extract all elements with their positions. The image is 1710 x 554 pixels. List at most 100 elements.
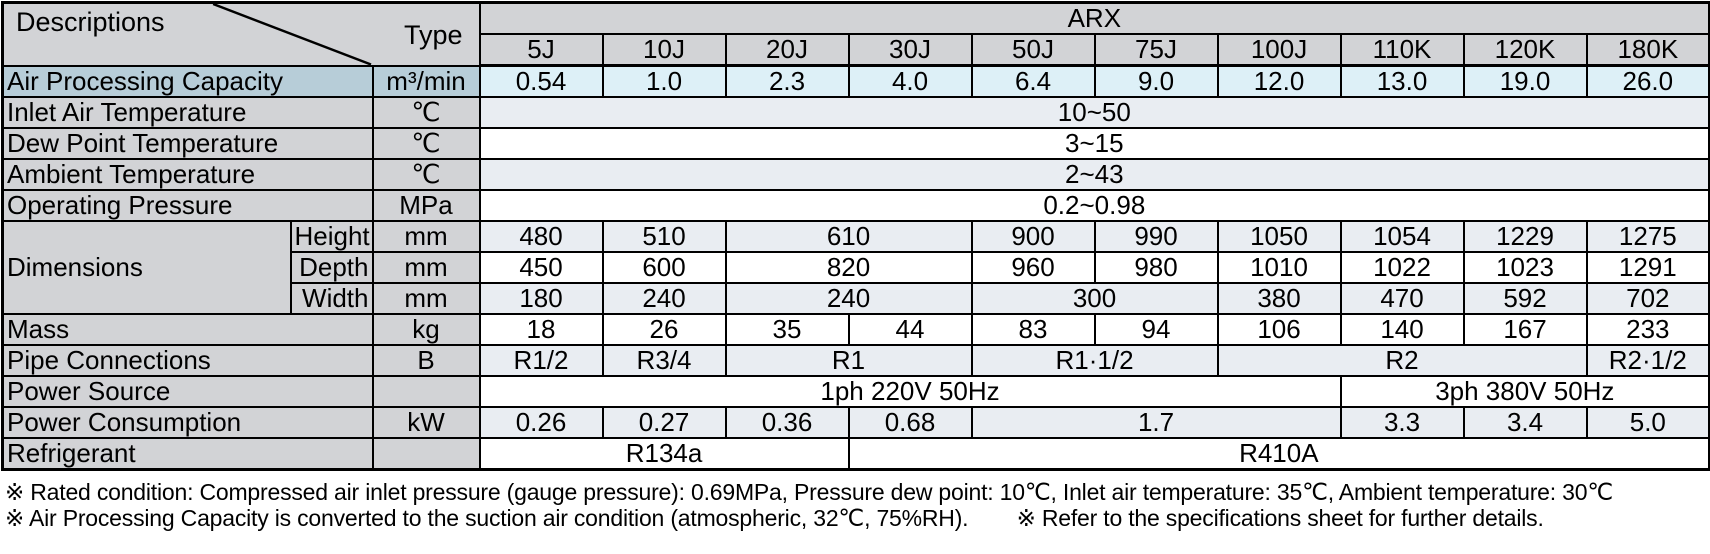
row-dimensions-width: Width mm 180 240 240 300 380 470 592 702 [3, 282, 1710, 315]
footnote-capacity-conversion: ※ Air Processing Capacity is converted t… [5, 505, 969, 531]
value-cell: 106 [1216, 313, 1342, 346]
value-cell: 1ph 220V 50Hz [478, 375, 1342, 408]
value-cell: 1022 [1339, 251, 1465, 284]
row-label: Operating Pressure [1, 189, 374, 222]
footnotes: ※ Rated condition: Compressed air inlet … [5, 479, 1710, 531]
row-dimensions-depth: Depth mm 450 600 820 960 980 1010 1022 1023 1291 [3, 251, 1710, 284]
row-unit: kW [371, 406, 481, 439]
value-cell: 1.7 [970, 406, 1342, 439]
value-cell: 980 [1093, 251, 1219, 284]
value-cell: 600 [601, 251, 727, 284]
value-cell: 900 [970, 220, 1096, 253]
column-header-110K: 110K [1339, 33, 1465, 67]
column-header-5J: 5J [478, 33, 604, 67]
value-cell: R2·1/2 [1585, 344, 1710, 377]
row-unit [371, 437, 481, 471]
value-cell: 3~15 [478, 127, 1710, 160]
value-cell: 0.26 [478, 406, 604, 439]
value-cell: 820 [724, 251, 973, 284]
value-cell: 1010 [1216, 251, 1342, 284]
value-cell: 13.0 [1339, 64, 1465, 98]
value-cell: 10~50 [478, 96, 1710, 129]
value-cell: 510 [601, 220, 727, 253]
footnote-refer-spec-sheet: ※ Refer to the specifications sheet for … [1016, 505, 1544, 531]
value-cell: 0.27 [601, 406, 727, 439]
value-cell: 0.54 [478, 64, 604, 98]
row-power-source: Power Source 1ph 220V 50Hz 3ph 380V 50Hz [1, 375, 1710, 408]
value-cell: R3/4 [601, 344, 727, 377]
value-cell: 450 [478, 251, 604, 284]
value-cell: 35 [724, 313, 850, 346]
value-cell: 140 [1339, 313, 1465, 346]
row-unit: ℃ [371, 158, 481, 191]
value-cell: 9.0 [1093, 64, 1219, 98]
row-unit [371, 375, 481, 408]
value-cell: R1·1/2 [970, 344, 1219, 377]
value-cell: R1 [724, 344, 973, 377]
row-inlet-air-temperature: Inlet Air Temperature ℃ 10~50 [1, 96, 1710, 129]
row-unit: ℃ [371, 127, 481, 160]
row-label: Dew Point Temperature [1, 127, 374, 160]
footnote-line-2: ※ Air Processing Capacity is converted t… [5, 505, 1710, 531]
row-unit: kg [371, 313, 481, 346]
value-cell: R1/2 [478, 344, 604, 377]
row-power-consumption: Power Consumption kW 0.26 0.27 0.36 0.68 1.7 3.… [1, 406, 1710, 439]
spec-table: Descriptions Type ARX 5J 10J 20J 30J 50J 75J 1… [1, 1, 1710, 471]
value-cell: 233 [1585, 313, 1710, 346]
column-header-20J: 20J [724, 33, 850, 67]
value-cell: 6.4 [970, 64, 1096, 98]
header-row-models: 5J 10J 20J 30J 50J 75J 100J 110K 120K 180K [3, 33, 1710, 67]
row-sublabel: Depth [289, 251, 374, 284]
row-operating-pressure: Operating Pressure MPa 0.2~0.98 [1, 189, 1710, 222]
row-axis-label: Descriptions [16, 7, 165, 37]
row-label: Refrigerant [1, 437, 374, 471]
value-cell: 610 [724, 220, 973, 253]
value-cell: 167 [1462, 313, 1588, 346]
diagonal-divider-line [212, 4, 372, 64]
value-cell: R134a [478, 437, 850, 471]
table-header: Descriptions Type ARX 5J 10J 20J 30J 50J 75J 1… [1, 1, 1710, 67]
col-axis-label: Type [403, 20, 463, 50]
row-label: Ambient Temperature [1, 158, 374, 191]
row-unit: mm [371, 282, 481, 315]
column-header-30J: 30J [847, 33, 973, 67]
value-cell: 702 [1585, 282, 1710, 315]
value-cell: 3ph 380V 50Hz [1339, 375, 1710, 408]
value-cell: 240 [601, 282, 727, 315]
row-label: Power Source [1, 375, 374, 408]
value-cell: 4.0 [847, 64, 973, 98]
row-label: Mass [1, 313, 374, 346]
value-cell: 19.0 [1462, 64, 1588, 98]
series-header: ARX [478, 1, 1710, 35]
column-header-10J: 10J [601, 33, 727, 67]
value-cell: 380 [1216, 282, 1342, 315]
column-header-100J: 100J [1216, 33, 1342, 67]
table-body: Air Processing Capacity m³/min 0.54 1.0 2.3 4… [1, 64, 1710, 471]
header-row-series: Descriptions Type ARX [1, 1, 1710, 67]
value-cell: 0.2~0.98 [478, 189, 1710, 222]
row-unit: MPa [371, 189, 481, 222]
value-cell: 18 [478, 313, 604, 346]
row-dimensions-height: Dimensions Height mm 480 510 610 900 990 1050 105… [1, 220, 1710, 315]
value-cell: 12.0 [1216, 64, 1342, 98]
value-cell: 26.0 [1585, 64, 1710, 98]
value-cell: 2.3 [724, 64, 850, 98]
row-label: Inlet Air Temperature [1, 96, 374, 129]
value-cell: 3.4 [1462, 406, 1588, 439]
value-cell: 180 [478, 282, 604, 315]
value-cell: 592 [1462, 282, 1588, 315]
row-sublabel: Height [289, 220, 374, 253]
row-unit: B [371, 344, 481, 377]
value-cell: 960 [970, 251, 1096, 284]
column-header-50J: 50J [970, 33, 1096, 67]
axis-corner-cell: Descriptions Type [1, 1, 481, 67]
value-cell: 470 [1339, 282, 1465, 315]
column-header-75J: 75J [1093, 33, 1219, 67]
row-sublabel: Width [289, 282, 374, 315]
value-cell: 26 [601, 313, 727, 346]
row-label: Air Processing Capacity [1, 64, 374, 98]
value-cell: 990 [1093, 220, 1219, 253]
value-cell: 240 [724, 282, 973, 315]
row-ambient-temperature: Ambient Temperature ℃ 2~43 [1, 158, 1710, 191]
